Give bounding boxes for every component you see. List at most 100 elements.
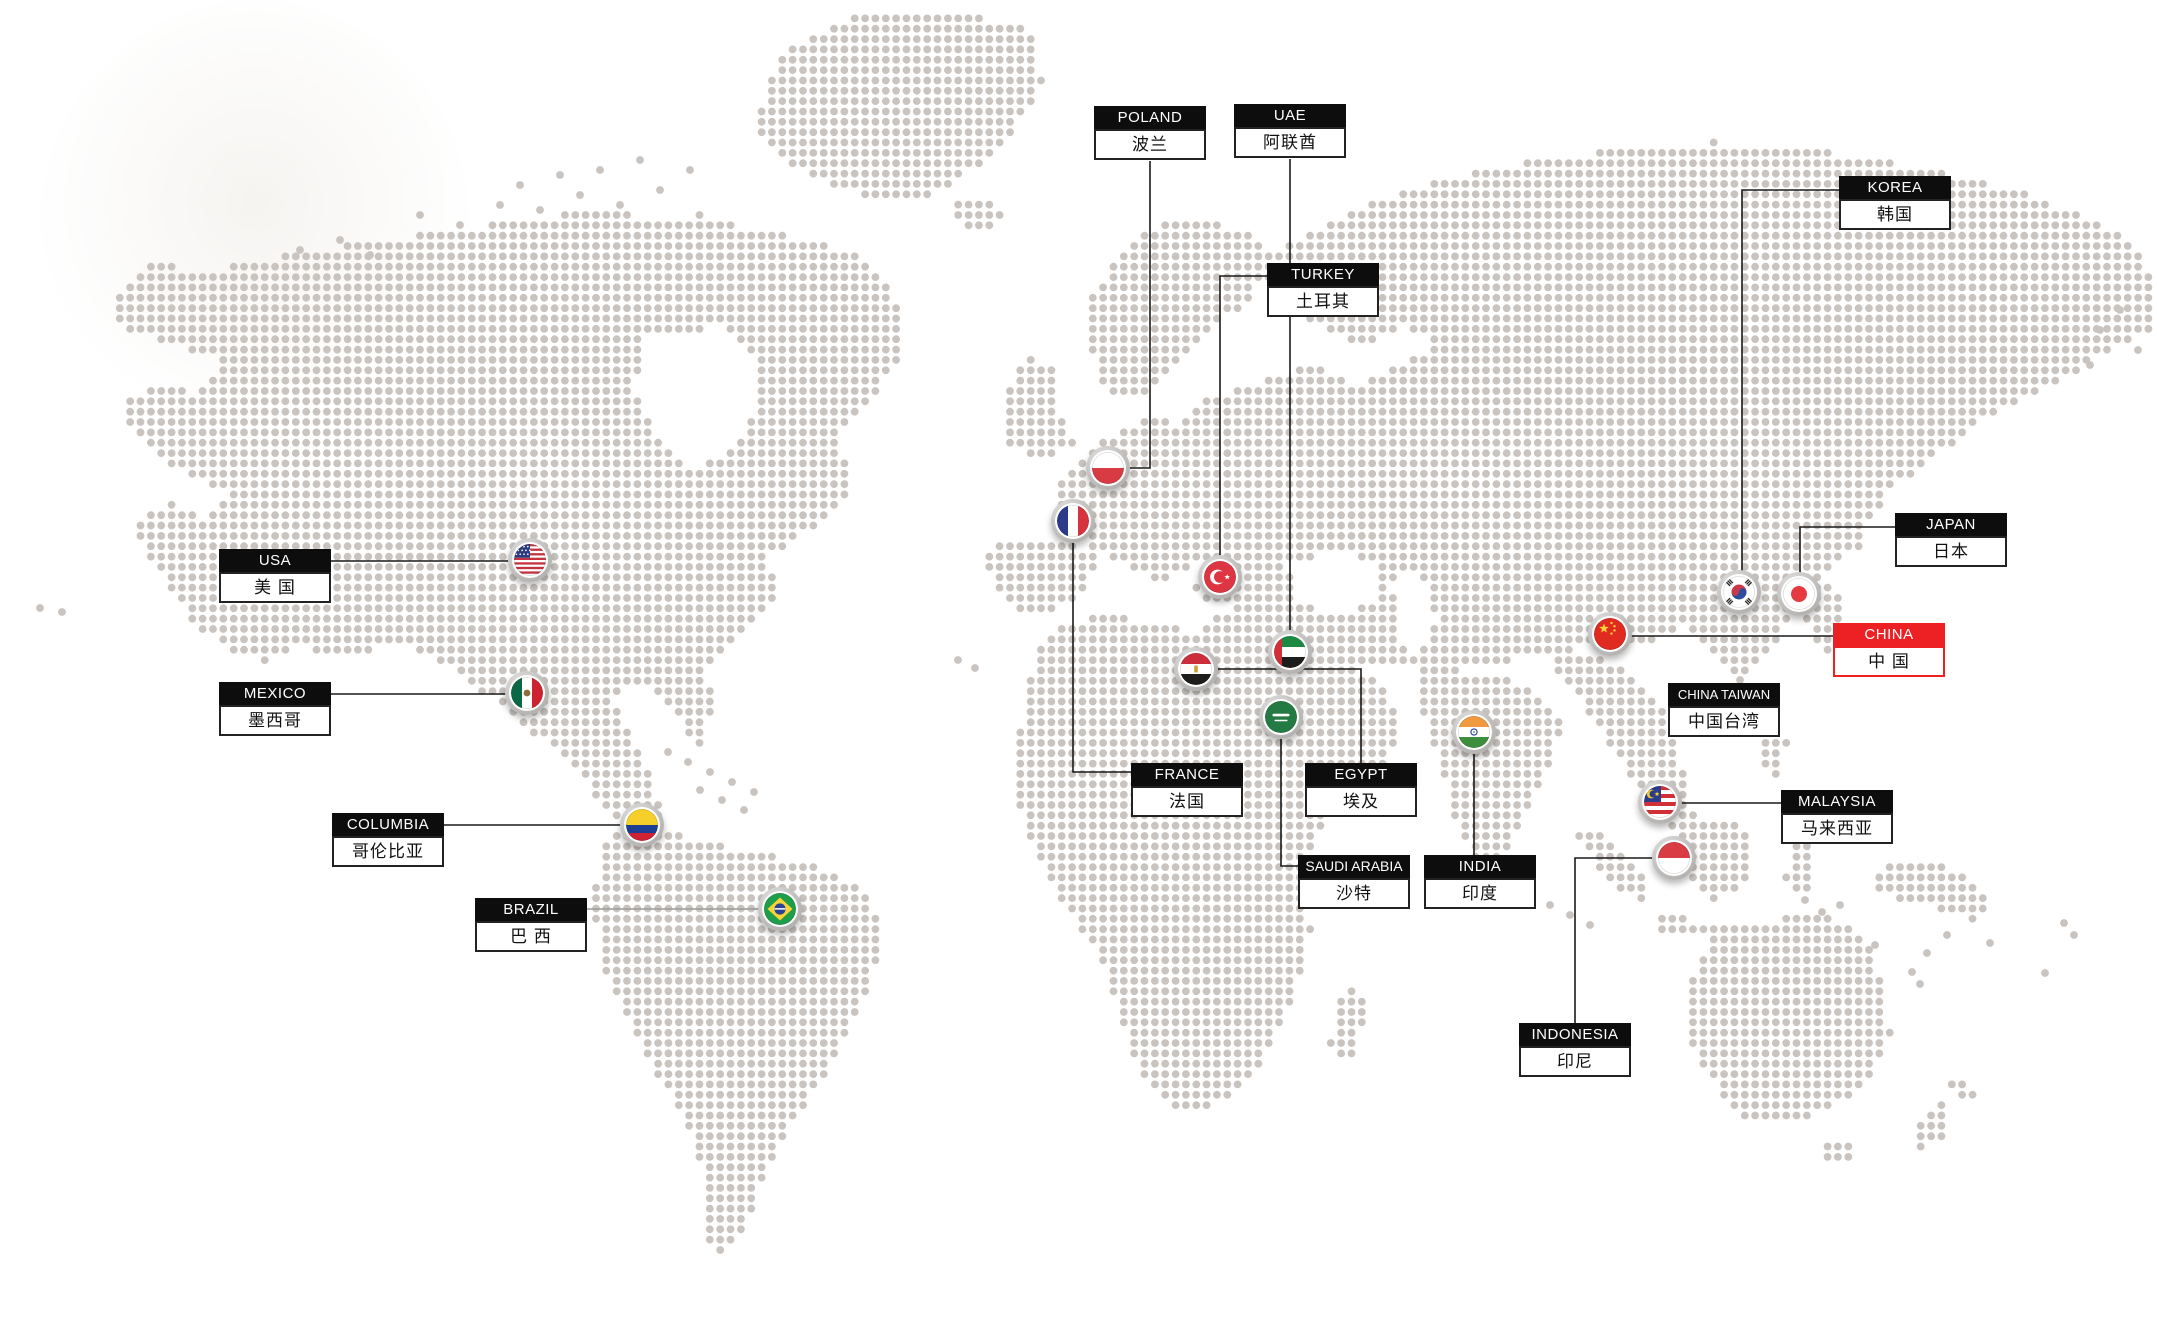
country-label-egypt: EGYPT 埃及 [1305,763,1417,817]
country-label-poland: POLAND 波兰 [1094,106,1206,160]
country-name-zh: 法国 [1131,786,1243,817]
country-label-france: FRANCE 法国 [1131,763,1243,817]
country-name-en: POLAND [1094,106,1206,129]
china-flag-marker [1588,612,1632,656]
country-name-zh: 中国台湾 [1668,706,1780,737]
india-flag-marker [1452,710,1496,754]
indonesia-flag-ring [1656,840,1692,876]
turkey-connector-line [1219,275,1267,577]
country-label-brazil: BRAZIL 巴 西 [475,898,587,952]
uae-flag-marker [1268,630,1312,674]
brazil-flag-icon [764,893,796,925]
japan-flag-marker [1777,572,1821,616]
usa-flag-icon [514,544,546,576]
japan-connector-line [1799,526,1895,594]
country-name-en: UAE [1234,104,1346,127]
country-name-en: USA [219,549,331,572]
korea-flag-ring [1721,574,1757,610]
country-name-zh: 埃及 [1305,786,1417,817]
columbia-flag-ring [624,807,660,843]
uae-flag-icon [1274,636,1306,668]
country-label-taiwan: CHINA TAIWAN 中国台湾 [1668,683,1780,737]
country-name-zh: 马来西亚 [1781,813,1893,844]
india-flag-ring [1456,714,1492,750]
country-name-zh: 波兰 [1094,129,1206,160]
country-name-zh: 日本 [1895,536,2007,567]
korea-flag-marker [1717,570,1761,614]
france-flag-marker [1051,499,1095,543]
country-label-china: CHINA 中 国 [1833,623,1945,677]
country-name-zh: 哥伦比亚 [332,836,444,867]
country-name-en: BRAZIL [475,898,587,921]
usa-flag-marker [508,538,552,582]
country-label-uae: UAE 阿联酋 [1234,104,1346,158]
japan-flag-ring [1781,576,1817,612]
korea-flag-icon [1723,576,1755,608]
country-label-indonesia: INDONESIA 印尼 [1519,1023,1631,1077]
saudi-flag-marker [1259,695,1303,739]
malaysia-flag-marker [1638,780,1682,824]
country-label-usa: USA 美 国 [219,549,331,603]
country-label-mexico: MEXICO 墨西哥 [219,682,331,736]
egypt-flag-marker [1174,647,1218,691]
country-name-en: MALAYSIA [1781,790,1893,813]
japan-flag-icon [1783,578,1815,610]
indonesia-connector-line [1574,857,1674,1023]
country-name-en: EGYPT [1305,763,1417,786]
uae-flag-ring [1272,634,1308,670]
country-name-zh: 阿联酋 [1234,127,1346,158]
saudi-flag-icon [1265,701,1297,733]
korea-connector-line [1741,189,1839,592]
france-connector-line [1072,521,1131,773]
columbia-flag-icon [626,809,658,841]
brazil-flag-marker [758,887,802,931]
country-name-zh: 印尼 [1519,1046,1631,1077]
poland-connector-line [1108,161,1151,469]
malaysia-flag-icon [1644,786,1676,818]
country-name-zh: 印度 [1424,878,1536,909]
country-label-korea: KOREA 韩国 [1839,176,1951,230]
indonesia-flag-icon [1658,842,1690,874]
china-flag-ring [1592,616,1628,652]
country-name-en: CHINA [1833,623,1945,646]
country-label-saudi: SAUDI ARABIA 沙特 [1298,855,1410,909]
turkey-flag-marker [1198,555,1242,599]
country-label-turkey: TURKEY 土耳其 [1267,263,1379,317]
poland-flag-icon [1092,452,1124,484]
egypt-flag-icon [1180,653,1212,685]
poland-flag-ring [1090,450,1126,486]
columbia-flag-marker [620,803,664,847]
country-name-en: FRANCE [1131,763,1243,786]
china-flag-icon [1594,618,1626,650]
country-name-en: TURKEY [1267,263,1379,286]
country-name-en: SAUDI ARABIA [1298,855,1410,878]
country-name-en: KOREA [1839,176,1951,199]
country-name-en: COLUMBIA [332,813,444,836]
brazil-flag-ring [762,891,798,927]
country-name-en: INDIA [1424,855,1536,878]
indonesia-flag-marker [1652,836,1696,880]
country-label-columbia: COLUMBIA 哥伦比亚 [332,813,444,867]
country-name-zh: 墨西哥 [219,705,331,736]
turkey-flag-icon [1204,561,1236,593]
saudi-flag-ring [1263,699,1299,735]
country-name-zh: 美 国 [219,572,331,603]
france-flag-ring [1055,503,1091,539]
country-name-zh: 土耳其 [1267,286,1379,317]
mexico-flag-marker [505,671,549,715]
country-name-en: INDONESIA [1519,1023,1631,1046]
country-label-india: INDIA 印度 [1424,855,1536,909]
turkey-flag-ring [1202,559,1238,595]
mexico-flag-ring [509,675,545,711]
usa-flag-ring [512,542,548,578]
country-name-en: JAPAN [1895,513,2007,536]
background-glow [40,0,470,450]
country-name-zh: 沙特 [1298,878,1410,909]
mexico-flag-icon [511,677,543,709]
country-name-zh: 韩国 [1839,199,1951,230]
country-name-zh: 中 国 [1833,646,1945,677]
india-flag-icon [1458,716,1490,748]
country-label-malaysia: MALAYSIA 马来西亚 [1781,790,1893,844]
